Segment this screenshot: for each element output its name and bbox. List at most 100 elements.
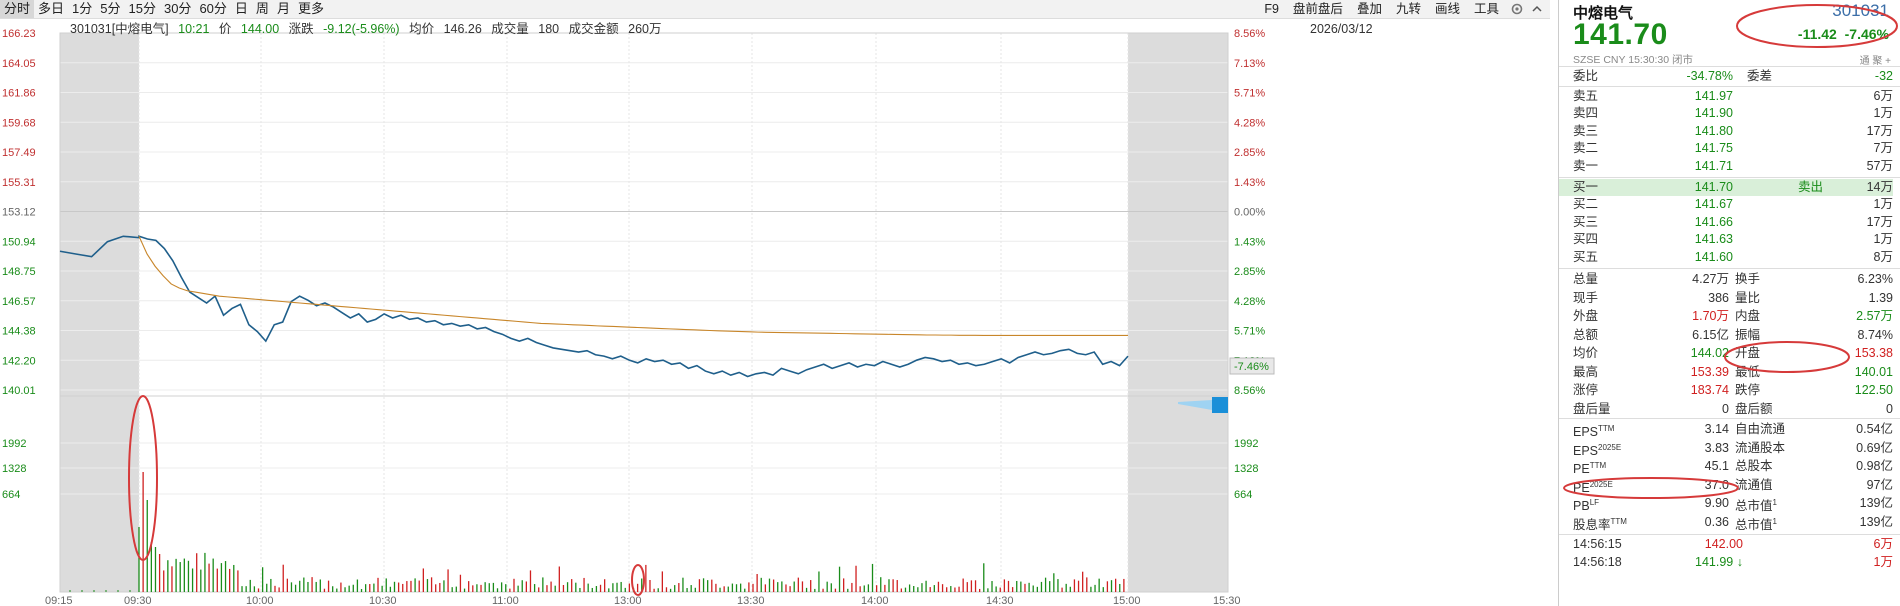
period-tab[interactable]: 周: [255, 1, 269, 16]
volume-tick-label: 1328: [2, 463, 26, 475]
webi-label: 委比: [1573, 69, 1599, 83]
postmarket-shade: [1128, 33, 1228, 592]
bid-price: 141.70: [1694, 180, 1733, 194]
time-tick-label: 15:00: [1113, 595, 1141, 606]
stat-label: 最高: [1573, 364, 1599, 379]
stat-label: 换手: [1735, 272, 1761, 286]
last-pct-box: [1229, 357, 1275, 375]
tool-draw-line[interactable]: 画线: [1434, 2, 1460, 16]
period-tab[interactable]: 30分: [163, 1, 192, 16]
scroll-marker[interactable]: [1212, 397, 1228, 413]
info-amount: 260万: [628, 22, 662, 36]
bid-row[interactable]: 买一 141.70 卖出 14万: [1559, 179, 1893, 197]
fund-label-sup: 2025E: [1598, 442, 1622, 452]
bid-tag: 卖出: [1797, 180, 1823, 194]
ask-tag: [1733, 140, 1823, 157]
ask-row[interactable]: 卖三 141.80 17万: [1573, 123, 1893, 140]
period-tab[interactable]: 15分: [128, 1, 156, 16]
ask-row[interactable]: 卖二 141.75 7万: [1573, 140, 1893, 157]
intraday-chart[interactable]: 166.23 8.56% 164.05 7.13% 161.86 5.71% 159.68 4…: [0, 0, 1556, 606]
change-amount: -11.42: [1797, 26, 1837, 42]
stat-label: 振幅: [1735, 327, 1761, 342]
bid-volume: 1万: [1873, 232, 1893, 247]
fund-value: 0.36: [1704, 514, 1729, 529]
fund-label: 流通值: [1735, 477, 1773, 492]
period-tab[interactable]: 更多: [297, 1, 324, 16]
bid-row[interactable]: 买五 141.60 8万: [1559, 249, 1893, 266]
period-tab[interactable]: 日: [234, 1, 248, 16]
fund-label-sup: 2025E: [1589, 479, 1613, 489]
ask-row[interactable]: 卖五 141.97 6万: [1573, 88, 1893, 105]
bid-row[interactable]: 买三 141.66 17万: [1559, 214, 1893, 231]
period-tab[interactable]: 分时: [0, 0, 35, 18]
volume-tick-label-right: 664: [1234, 489, 1252, 501]
bid-level-label: 买一: [1573, 180, 1599, 194]
stat-value: 144.02: [1690, 346, 1729, 360]
volume-label: 成交量: [491, 22, 529, 36]
period-tab[interactable]: 60分: [199, 1, 227, 16]
change-percent: -7.46%: [1844, 26, 1889, 42]
stat-value: 6.23%: [1857, 272, 1893, 286]
ask-price: 141.75: [1694, 141, 1733, 156]
fund-value: 45.1: [1704, 459, 1729, 473]
price-tick-label: 164.05: [2, 58, 36, 70]
ask-level-label: 卖二: [1573, 141, 1599, 156]
fund-label: 自由流通: [1735, 422, 1786, 436]
fund-label-sup: TTM: [1610, 516, 1627, 526]
avg-price-line: [138, 236, 1128, 336]
tool-premarket[interactable]: 盘前盘后: [1292, 2, 1343, 16]
bid-volume: 17万: [1866, 214, 1893, 229]
ask-price: 141.80: [1694, 123, 1733, 138]
price-tick-label: 150.94: [2, 236, 36, 248]
stat-label: 总量: [1573, 272, 1599, 286]
time-tick-label: 14:00: [861, 595, 889, 606]
tool-tools[interactable]: 工具: [1473, 2, 1499, 16]
panel-mini-icons[interactable]: 通 聚 +: [1859, 56, 1891, 67]
webi-value: -34.78%: [1686, 69, 1733, 83]
ask-volume: 1万: [1873, 106, 1893, 121]
info-change: -9.12(-5.96%): [323, 22, 400, 36]
fund-value: 0.98亿: [1856, 459, 1893, 473]
tick-row: 14:56:18 141.99 ↓ 1万: [1573, 553, 1893, 571]
bid-price: 141.66: [1694, 214, 1733, 229]
bid-tag: [1733, 249, 1823, 266]
ask-tag: [1733, 123, 1823, 140]
bid-row[interactable]: 买二 141.67 1万: [1559, 196, 1893, 213]
stat-value: 153.38: [1854, 346, 1893, 360]
annotation-circle-amplitude: [1724, 341, 1850, 373]
divider: [1559, 177, 1900, 178]
tool-f9[interactable]: F9: [1264, 2, 1279, 16]
ask-row[interactable]: 卖四 141.90 1万: [1573, 105, 1893, 122]
gear-icon[interactable]: [1510, 2, 1524, 16]
change-label: 涨跌: [288, 22, 314, 36]
price-tick-label: 161.86: [2, 88, 36, 100]
tool-nine-turn[interactable]: 九转: [1395, 2, 1421, 16]
weicha-value: -32: [1874, 69, 1893, 83]
bid-row[interactable]: 买四 141.63 1万: [1559, 231, 1893, 248]
volume-tick-label: 1992: [2, 438, 26, 450]
stat-label: 涨停: [1573, 383, 1599, 397]
stat-value: 183.74: [1690, 383, 1729, 397]
ask-price: 141.90: [1694, 106, 1733, 121]
ask-row[interactable]: 卖一 141.71 57万: [1573, 158, 1893, 175]
time-tick-label: 10:30: [369, 595, 397, 606]
chevron-up-icon[interactable]: [1530, 2, 1544, 16]
fund-label-sup: TTM: [1598, 424, 1615, 433]
tick-time: 14:56:15: [1573, 537, 1622, 551]
fund-value: 0.69亿: [1856, 440, 1893, 455]
pct-tick-label: 8.56%: [1234, 28, 1265, 40]
tick-volume: 6万: [1873, 537, 1893, 551]
period-tab[interactable]: 多日: [38, 1, 65, 16]
ask-volume: 6万: [1873, 89, 1893, 103]
volume-tick-label-right: 1328: [1234, 463, 1258, 475]
tick-price: 142.00: [1704, 537, 1743, 551]
stat-value: 8.74%: [1857, 327, 1893, 342]
period-tab[interactable]: 5分: [100, 1, 121, 16]
fund-label: 总股本: [1735, 459, 1773, 473]
tool-overlay[interactable]: 叠加: [1356, 2, 1382, 16]
fund-label: PETTM: [1573, 461, 1607, 477]
period-tab[interactable]: 月: [276, 1, 290, 16]
period-tab[interactable]: 1分: [72, 1, 93, 16]
divider: [1559, 268, 1900, 269]
bid-volume: 8万: [1873, 249, 1893, 264]
